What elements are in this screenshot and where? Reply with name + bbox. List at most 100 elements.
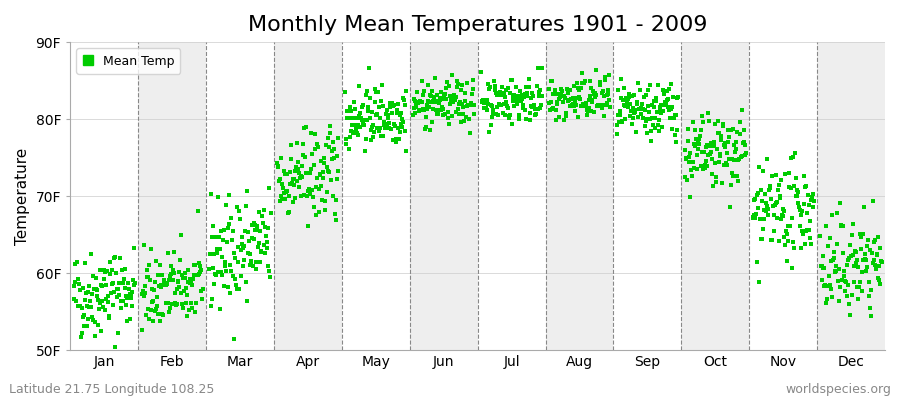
Point	[152, 262, 166, 268]
Point	[411, 107, 426, 113]
Point	[239, 279, 254, 285]
Point	[702, 143, 716, 149]
Point	[438, 90, 453, 97]
Point	[691, 145, 706, 152]
Point	[483, 122, 498, 128]
Point	[323, 123, 338, 130]
Point	[706, 156, 720, 162]
Point	[760, 156, 775, 162]
Point	[715, 137, 729, 144]
Point	[774, 177, 788, 183]
Point	[504, 76, 518, 83]
Point	[139, 290, 153, 296]
Point	[670, 94, 685, 101]
Point	[255, 213, 269, 219]
Point	[360, 116, 374, 123]
Point	[610, 122, 625, 128]
Point	[816, 265, 831, 271]
Point	[734, 153, 749, 160]
Point	[669, 112, 683, 118]
Point	[398, 102, 412, 108]
Point	[815, 253, 830, 259]
Point	[596, 102, 610, 108]
Point	[633, 87, 647, 94]
Point	[221, 192, 236, 198]
Point	[508, 92, 522, 98]
Point	[248, 266, 263, 272]
Point	[346, 114, 360, 121]
Point	[194, 269, 208, 275]
Point	[409, 102, 423, 108]
Point	[844, 232, 859, 238]
Point	[108, 254, 122, 260]
Point	[754, 236, 769, 242]
Point	[104, 259, 118, 266]
Point	[270, 160, 284, 166]
Point	[728, 149, 742, 155]
Point	[554, 86, 569, 92]
Point	[204, 303, 219, 310]
Point	[546, 105, 561, 111]
Point	[140, 274, 155, 280]
Point	[437, 92, 452, 98]
Point	[663, 81, 678, 87]
Point	[105, 280, 120, 287]
Point	[721, 126, 735, 133]
Point	[790, 186, 805, 193]
Point	[158, 280, 173, 286]
Point	[235, 241, 249, 248]
Point	[680, 155, 694, 161]
Point	[179, 300, 194, 306]
Point	[212, 306, 227, 312]
Point	[864, 287, 878, 293]
Point	[274, 155, 289, 161]
Point	[235, 234, 249, 240]
Point	[865, 250, 879, 256]
Point	[562, 97, 576, 104]
Point	[800, 227, 814, 234]
Point	[396, 119, 410, 126]
Point	[486, 107, 500, 113]
Point	[307, 203, 321, 210]
Point	[814, 233, 828, 239]
Point	[393, 120, 408, 127]
Point	[417, 88, 431, 94]
Point	[791, 188, 806, 195]
Point	[204, 234, 219, 240]
Point	[499, 86, 513, 93]
Point	[388, 122, 402, 129]
Point	[443, 101, 457, 107]
Point	[664, 126, 679, 132]
Point	[356, 122, 371, 128]
Point	[720, 150, 734, 156]
Point	[86, 317, 101, 324]
Point	[375, 133, 390, 140]
Point	[203, 190, 218, 197]
Point	[161, 277, 176, 283]
Point	[832, 298, 846, 304]
Point	[382, 125, 396, 132]
Point	[137, 242, 151, 248]
Point	[398, 128, 412, 134]
Point	[517, 105, 531, 111]
Point	[365, 134, 380, 140]
Point	[770, 199, 784, 205]
Point	[143, 277, 157, 284]
Point	[88, 286, 103, 292]
Point	[766, 227, 780, 234]
Point	[611, 86, 625, 93]
Point	[369, 89, 383, 96]
Point	[306, 162, 320, 168]
Point	[568, 107, 582, 114]
Point	[873, 245, 887, 252]
Point	[625, 121, 639, 128]
Point	[665, 104, 680, 110]
Point	[686, 119, 700, 126]
Point	[136, 288, 150, 294]
Point	[263, 274, 277, 280]
Point	[838, 288, 852, 294]
Point	[625, 93, 639, 100]
Point	[420, 102, 435, 108]
Point	[446, 92, 461, 98]
Point	[408, 98, 422, 105]
